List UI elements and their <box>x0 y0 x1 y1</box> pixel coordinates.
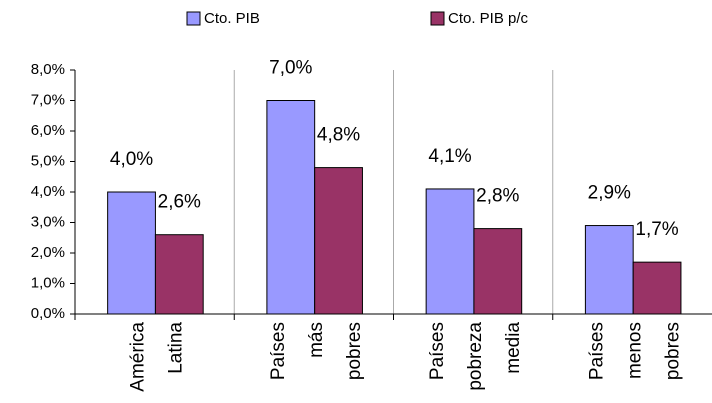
x-tick-label-line: pobres <box>344 322 365 380</box>
x-tick-label-line: pobreza <box>465 322 486 391</box>
x-tick-label: Países pobreza media <box>427 322 524 391</box>
x-tick-label-line: más <box>306 322 327 358</box>
x-tick-label-line: menos <box>624 322 645 379</box>
y-tick-label: 1,0% <box>31 274 65 291</box>
value-label: 4,8% <box>317 125 360 146</box>
x-tick-label-line: América <box>128 322 149 392</box>
bar <box>154 234 204 315</box>
y-tick-label: 3,0% <box>31 213 65 230</box>
y-tick-label: 5,0% <box>31 152 65 169</box>
x-tick-label-line: Países <box>586 322 607 380</box>
legend-label: Cto. PIB p/c <box>448 10 529 27</box>
y-tick-label: 2,0% <box>31 244 65 261</box>
x-tick-label-line: Países <box>268 322 289 380</box>
x-tick-label: Países más pobres <box>268 322 365 380</box>
legend-label: Cto. PIB <box>204 10 260 27</box>
x-tick-label: Países menos pobres <box>586 322 683 380</box>
bar <box>314 167 363 315</box>
y-tick-label: 8,0% <box>31 61 65 78</box>
bar <box>584 225 634 315</box>
x-tick-label-line: Países <box>427 322 448 380</box>
value-label: 4,0% <box>110 149 153 170</box>
y-tick-label: 6,0% <box>31 122 65 139</box>
legend-swatch <box>186 11 201 26</box>
value-label: 2,6% <box>158 192 201 213</box>
bar <box>425 188 475 315</box>
y-tick-label: 4,0% <box>31 183 65 200</box>
value-label: 2,8% <box>476 186 519 207</box>
x-tick-label-line: Latina <box>166 322 187 374</box>
bar <box>632 261 682 315</box>
legend-swatch <box>430 11 445 26</box>
y-tick-label: 0,0% <box>31 305 65 322</box>
bar <box>107 191 156 315</box>
value-label: 7,0% <box>269 58 312 79</box>
value-label: 2,9% <box>588 183 631 204</box>
x-tick-label-line: media <box>503 322 524 374</box>
value-label: 1,7% <box>635 219 678 240</box>
x-tick-label-line: pobres <box>662 322 683 380</box>
x-tick-label: América Latina <box>128 322 187 392</box>
value-label: 4,1% <box>428 146 471 167</box>
bar <box>266 100 316 315</box>
y-tick-label: 7,0% <box>31 91 65 108</box>
bar <box>473 228 523 315</box>
